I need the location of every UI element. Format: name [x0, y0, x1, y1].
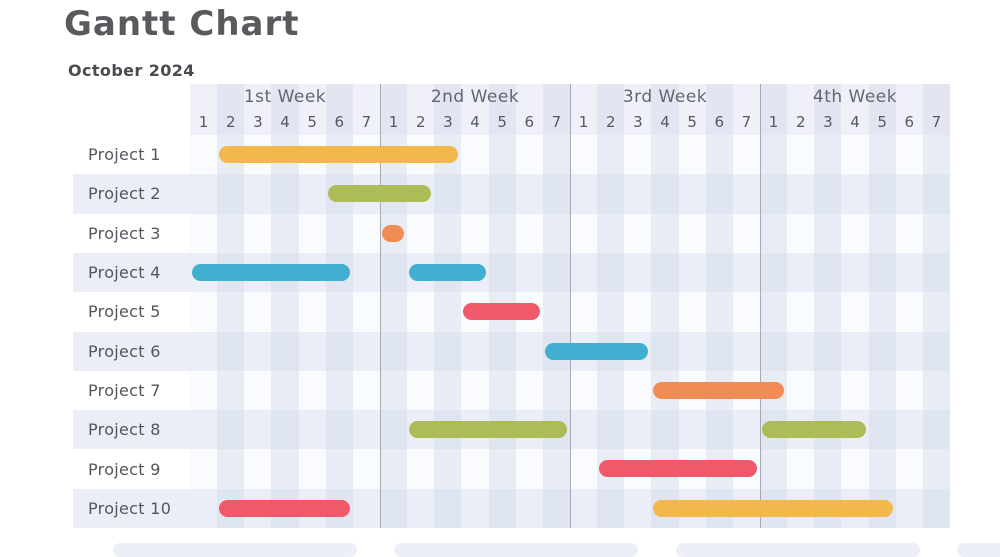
gantt-bar-project-8[interactable]	[762, 421, 866, 439]
day-column-stripe	[597, 84, 625, 528]
day-column-stripe	[542, 84, 570, 528]
project-row-label: Project 8	[88, 420, 161, 440]
day-number-label: 4	[280, 113, 290, 131]
gantt-bar-project-9[interactable]	[599, 460, 757, 478]
cutoff-card	[676, 543, 920, 557]
cutoff-card	[957, 543, 1000, 557]
day-number-label: 6	[714, 113, 725, 131]
day-number-label: 3	[823, 113, 833, 131]
period-label: October 2024	[68, 61, 195, 80]
week-divider-line	[380, 84, 381, 528]
day-number-label: 2	[605, 113, 616, 131]
day-column-stripe	[760, 84, 788, 528]
day-number-label: 1	[198, 113, 209, 131]
week-header-label: 1st Week	[243, 87, 327, 107]
project-row-label: Project 6	[88, 341, 161, 361]
project-row-label: Project 10	[88, 498, 172, 518]
day-number-label: 1	[768, 113, 779, 131]
gantt-bar-project-6[interactable]	[544, 342, 649, 360]
row-band	[73, 174, 950, 214]
day-number-label: 3	[633, 113, 643, 131]
week-divider-line	[570, 84, 571, 528]
day-number-label: 7	[931, 113, 942, 131]
project-row-label: Project 5	[88, 302, 161, 322]
day-number-label: 6	[904, 113, 915, 131]
gantt-bar-project-8[interactable]	[409, 421, 567, 439]
day-column-stripe	[651, 84, 679, 528]
project-row-label: Project 1	[88, 145, 161, 165]
day-number-label: 2	[225, 113, 236, 131]
day-column-stripe	[868, 84, 896, 528]
day-number-label: 5	[307, 113, 317, 131]
project-row-label: Project 3	[88, 223, 161, 243]
row-band	[73, 331, 950, 371]
day-number-label: 7	[741, 113, 752, 131]
day-number-label: 2	[415, 113, 426, 131]
gantt-bar-project-1[interactable]	[219, 146, 459, 163]
page-title: Gantt Chart	[64, 4, 300, 44]
day-number-label: 6	[524, 113, 535, 131]
gantt-bar-project-5[interactable]	[463, 303, 540, 321]
day-number-label: 5	[497, 113, 507, 131]
gantt-bar-project-3[interactable]	[382, 224, 405, 242]
project-row-label: Project 9	[88, 459, 161, 479]
day-number-label: 3	[253, 113, 263, 131]
day-number-label: 5	[687, 113, 697, 131]
week-header-label: 4th Week	[812, 87, 898, 107]
week-divider-line	[760, 84, 761, 528]
day-number-label: 3	[443, 113, 453, 131]
day-number-label: 4	[470, 113, 480, 131]
gantt-bar-project-7[interactable]	[653, 381, 785, 399]
day-number-label: 7	[551, 113, 562, 131]
project-row-label: Project 7	[88, 380, 161, 400]
project-row-label: Project 2	[88, 184, 161, 204]
day-number-label: 2	[795, 113, 806, 131]
day-column-stripe	[814, 84, 842, 528]
week-header-label: 2nd Week	[430, 87, 520, 107]
day-number-label: 1	[388, 113, 399, 131]
day-column-stripe	[922, 84, 950, 528]
day-number-label: 7	[361, 113, 372, 131]
project-row-label: Project 4	[88, 263, 161, 283]
gantt-bar-project-10[interactable]	[653, 499, 893, 517]
day-column-stripe	[705, 84, 733, 528]
cutoff-card	[113, 543, 357, 557]
day-number-label: 1	[578, 113, 589, 131]
day-number-label: 5	[877, 113, 887, 131]
day-number-label: 4	[660, 113, 670, 131]
day-number-label: 4	[850, 113, 860, 131]
day-number-label: 6	[334, 113, 345, 131]
gantt-bar-project-2[interactable]	[327, 185, 432, 203]
gantt-bar-project-4[interactable]	[409, 263, 486, 281]
week-header-label: 3rd Week	[622, 87, 708, 107]
gantt-bar-project-4[interactable]	[192, 263, 350, 281]
cutoff-card	[394, 543, 638, 557]
gantt-bar-project-10[interactable]	[219, 499, 350, 517]
